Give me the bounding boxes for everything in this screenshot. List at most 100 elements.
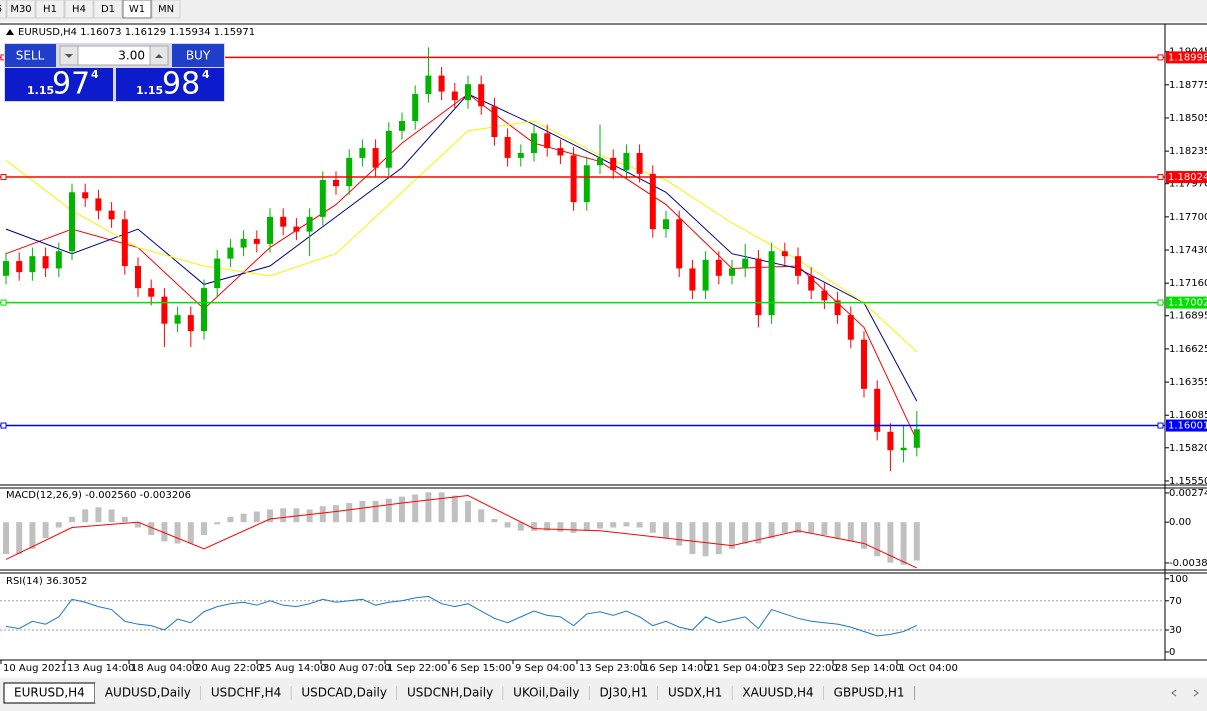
- candle-body: [346, 157, 353, 187]
- timeframe-button[interactable]: [64, 0, 94, 19]
- macd-bar: [729, 522, 735, 549]
- chart-tab[interactable]: [589, 683, 658, 703]
- macd-bar: [504, 522, 511, 528]
- x-tick-label: 10 Aug 2021: [3, 663, 67, 674]
- y-tick-label: -0.003829: [1169, 558, 1207, 569]
- chart-tab-label: USDCHF,H4: [211, 686, 281, 700]
- chart-tab[interactable]: [94, 683, 201, 703]
- macd-bar: [702, 522, 709, 557]
- y-tick-label: 1.16895: [1169, 311, 1207, 322]
- timeframe-button[interactable]: [6, 0, 36, 19]
- level-price-label: 1.18998: [1168, 52, 1207, 63]
- candle-body: [280, 216, 287, 227]
- y-tick-label: 1.18235: [1169, 146, 1207, 157]
- x-tick-label: 23 Sep 22:00: [771, 663, 838, 674]
- candle-body: [227, 247, 234, 259]
- chart-tab-label: AUDUSD,Daily: [105, 686, 191, 700]
- chart-tab[interactable]: [658, 683, 733, 703]
- chart-tab-label: UKOil,Daily: [513, 686, 579, 700]
- main-panel: 1.190451.187751.185051.182351.179701.177…: [0, 47, 1207, 487]
- macd-bar: [847, 522, 854, 542]
- chart-tab-label: DJ30,H1: [599, 686, 648, 700]
- candle-body: [253, 238, 260, 244]
- candle-body: [385, 130, 392, 168]
- macd-bar: [887, 522, 894, 563]
- timeframe-button[interactable]: [122, 0, 152, 19]
- candle-body: [333, 180, 339, 187]
- level-price-label: 1.16001: [1168, 421, 1207, 432]
- level-price-box: [1166, 296, 1207, 309]
- candle-body: [702, 259, 709, 291]
- level-handle[interactable]: [0, 174, 7, 181]
- y-tick-label: 1.15550: [1169, 476, 1207, 487]
- timeframe-button[interactable]: [151, 0, 181, 19]
- sell-button[interactable]: [5, 44, 56, 67]
- candle-body: [438, 75, 445, 92]
- macd-bar: [82, 509, 89, 523]
- scroll-left[interactable]: [1171, 689, 1177, 697]
- macd-bar: [742, 522, 749, 544]
- candle-body: [187, 315, 194, 332]
- candle-body: [755, 258, 762, 316]
- rsi-label: RSI(14) 36.3052: [6, 576, 87, 587]
- level-price-label: 1.18024: [1168, 172, 1207, 183]
- collapse-icon[interactable]: [6, 29, 14, 35]
- chart-tab[interactable]: [823, 683, 915, 703]
- buy-price-point: 4: [202, 68, 210, 81]
- sell-price-box[interactable]: [5, 68, 113, 101]
- buy-label: BUY: [186, 49, 211, 63]
- chart-tab[interactable]: [396, 683, 504, 703]
- candle-body: [874, 388, 881, 432]
- candle-body: [319, 180, 326, 217]
- candle-body: [834, 300, 841, 316]
- timeframe-button[interactable]: [35, 0, 65, 19]
- macd-bar: [465, 500, 471, 523]
- candle-body: [808, 275, 815, 291]
- timeframe-label: H1: [43, 4, 57, 15]
- level-handle[interactable]: [1157, 54, 1164, 61]
- macd-bar: [768, 522, 775, 539]
- level-handle[interactable]: [1157, 422, 1164, 429]
- candle-body: [861, 339, 867, 389]
- chart-tab[interactable]: [503, 683, 590, 703]
- level-handle[interactable]: [0, 422, 7, 429]
- candle-body: [610, 157, 617, 171]
- chart-tab[interactable]: [732, 683, 824, 703]
- y-tick-label: 70: [1169, 596, 1182, 607]
- y-tick-label: 1.17970: [1169, 179, 1207, 190]
- level-handle[interactable]: [0, 299, 7, 306]
- x-tick-label: 25 Aug 14:00: [259, 663, 326, 674]
- macd-bar: [557, 522, 564, 532]
- candle-body: [135, 265, 141, 289]
- y-tick-label: 1.17700: [1169, 212, 1207, 223]
- macd-panel: 0.002744 0.00 -0.003829: [3, 488, 1207, 569]
- candle-body: [649, 173, 656, 230]
- candle-body: [715, 259, 722, 276]
- candle-body: [636, 152, 643, 174]
- candle-body: [913, 429, 920, 448]
- scroll-right[interactable]: [1193, 689, 1199, 697]
- chart-tab[interactable]: [200, 683, 292, 703]
- timeframe-label: M30: [10, 4, 31, 15]
- candle-body: [795, 256, 801, 276]
- candle-body: [768, 251, 775, 316]
- candle-body: [689, 268, 696, 291]
- buy-button[interactable]: [172, 44, 224, 67]
- timeframe-label: D1: [101, 4, 115, 15]
- macd-bar: [636, 522, 643, 528]
- arrow: [65, 54, 73, 58]
- buy-price-box[interactable]: [116, 68, 224, 101]
- level-handle[interactable]: [1157, 174, 1164, 181]
- macd-bar: [451, 495, 458, 523]
- macd-bar: [438, 492, 445, 523]
- candle-body: [29, 256, 36, 273]
- macd-bar: [610, 522, 617, 528]
- macd-bar: [121, 516, 128, 523]
- level-handle[interactable]: [1157, 299, 1164, 306]
- buy-price-big-figure: 1.15: [136, 84, 163, 97]
- timeframe-button[interactable]: [93, 0, 123, 19]
- chart-tab[interactable]: [291, 683, 397, 703]
- timeframe-button[interactable]: [0, 0, 7, 19]
- macd-bar: [385, 498, 392, 523]
